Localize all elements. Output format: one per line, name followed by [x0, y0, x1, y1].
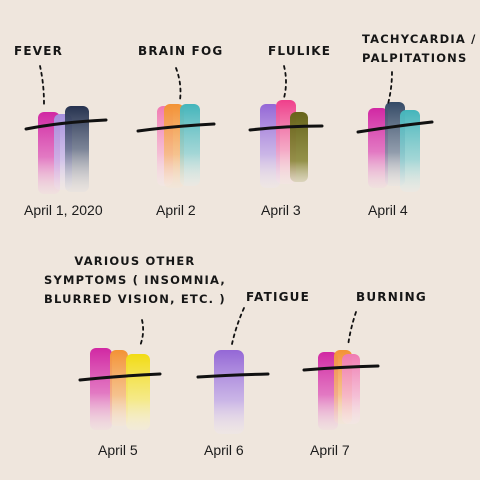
swatch-pink [342, 354, 360, 424]
label-tachycardia: TACHYCARDIA / PALPITATIONS [362, 32, 477, 65]
label-brain-fog: BRAIN FOG [138, 44, 224, 58]
swatch-navy [65, 106, 89, 192]
swatch-purple [214, 350, 244, 434]
swatch-group-april-2 [136, 104, 216, 188]
date-april-2: April 2 [156, 202, 196, 218]
swatch-group-april-6 [196, 350, 270, 434]
leader-line-fatigue [231, 307, 245, 345]
swatch-purple [260, 104, 280, 188]
swatch-orange [110, 350, 128, 426]
swatch-group-april-1 [24, 106, 108, 194]
leader-line-flulike [283, 65, 287, 99]
date-april-7: April 7 [310, 442, 350, 458]
leader-line-various [139, 319, 145, 347]
marker-line-april-6 [196, 372, 270, 379]
swatch-teal [400, 110, 420, 192]
marker-line-april-7 [302, 364, 380, 372]
leader-line-brain-fog [175, 67, 182, 101]
label-burning: BURNING [356, 290, 427, 304]
date-april-6: April 6 [204, 442, 244, 458]
leader-line-fever [39, 65, 45, 105]
marker-line-april-1 [24, 118, 108, 131]
swatch-magenta [318, 352, 338, 430]
date-april-5: April 5 [98, 442, 138, 458]
date-april-4: April 4 [368, 202, 408, 218]
swatch-magenta [90, 348, 112, 430]
date-april-3: April 3 [261, 202, 301, 218]
label-fatigue: FATIGUE [246, 290, 311, 304]
swatch-group-april-5 [78, 348, 162, 430]
label-various-symptoms: VARIOUS OTHER SYMPTOMS ( INSOMNIA, BLURR… [44, 254, 226, 306]
swatch-teal [180, 104, 200, 186]
marker-line-april-5 [78, 372, 162, 382]
marker-line-april-2 [136, 122, 216, 133]
label-flulike: FLULIKE [268, 44, 332, 58]
leader-line-tachycardia [387, 71, 393, 105]
date-april-1: April 1, 2020 [24, 202, 103, 218]
label-fever: FEVER [14, 44, 64, 58]
marker-line-april-4 [356, 120, 434, 134]
swatch-group-april-7 [302, 350, 380, 430]
leader-line-burning [347, 311, 357, 347]
swatch-yellow [126, 354, 150, 430]
marker-line-april-3 [248, 124, 324, 132]
swatch-group-april-4 [356, 102, 434, 192]
swatch-group-april-3 [248, 100, 324, 188]
swatch-olive [290, 112, 308, 182]
